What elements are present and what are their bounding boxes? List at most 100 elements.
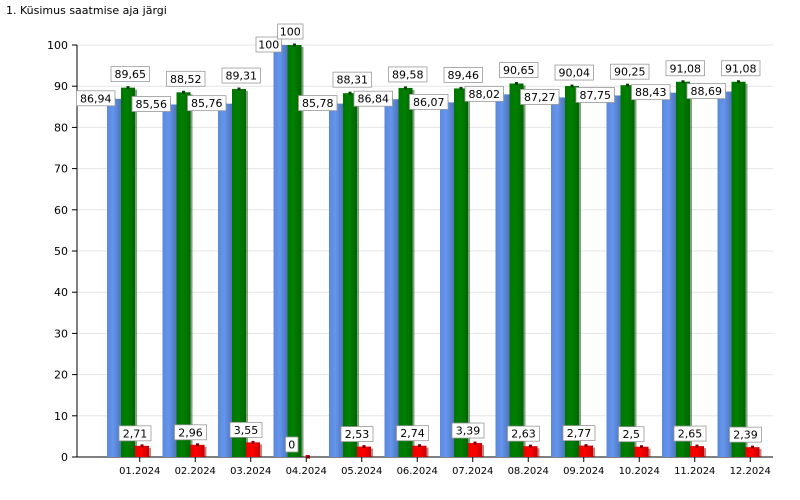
bar <box>121 87 135 457</box>
data-point <box>681 80 685 84</box>
data-point <box>404 86 407 90</box>
data-label: 90,25 <box>614 66 646 79</box>
data-label-box <box>575 87 615 103</box>
data-label: 89,31 <box>226 70 258 83</box>
data-label-box <box>507 425 540 442</box>
data-point <box>529 444 532 448</box>
data-point <box>626 83 629 87</box>
data-label-box <box>554 64 594 81</box>
bar-shadow <box>634 87 637 458</box>
y-tick-label: 30 <box>54 327 68 340</box>
bar-shadow <box>468 90 470 457</box>
data-point <box>348 91 352 95</box>
data-label: 90,04 <box>559 67 591 80</box>
y-tick-label: 40 <box>54 286 68 299</box>
data-label-box <box>499 62 539 78</box>
data-label-box <box>332 71 372 88</box>
y-tick-label: 50 <box>54 245 68 258</box>
chart-title: 1. Küsimus saatmise aja järgi <box>6 4 167 17</box>
bar-shadow <box>412 89 415 458</box>
data-label-box <box>451 422 485 439</box>
bar-shadow <box>426 447 429 457</box>
data-label-box <box>520 89 560 105</box>
data-label-box <box>673 425 707 442</box>
y-tick-label: 100 <box>47 39 68 52</box>
bar <box>412 445 427 457</box>
bar <box>287 45 302 457</box>
data-label-box <box>110 66 150 83</box>
bar-shadow <box>537 448 540 457</box>
data-point <box>140 444 144 448</box>
data-label: 2,63 <box>511 428 536 441</box>
x-tick-label: 11.2024 <box>674 466 715 477</box>
data-label-box <box>443 67 483 83</box>
data-point <box>570 84 574 88</box>
x-tick-label: 02.2024 <box>175 466 216 477</box>
x-tick-label: 10.2024 <box>619 466 660 477</box>
data-point <box>237 87 241 91</box>
bar <box>676 81 690 457</box>
data-label: 86,84 <box>358 93 390 106</box>
bar-shadow <box>190 94 193 457</box>
bar <box>495 94 510 457</box>
data-label-box <box>618 426 645 443</box>
data-label: 89,46 <box>448 69 480 82</box>
data-label: 88,43 <box>635 86 667 99</box>
data-label: 88,69 <box>691 85 723 98</box>
data-label: 86,94 <box>80 92 112 105</box>
data-point <box>584 444 588 448</box>
data-point <box>459 86 463 90</box>
bar-shadow <box>593 447 595 457</box>
bar <box>620 85 635 458</box>
y-tick-label: 70 <box>54 163 68 176</box>
bar-shadow <box>135 89 137 457</box>
x-tick-label: 08.2024 <box>508 466 549 477</box>
bar <box>384 99 399 457</box>
data-label-box <box>340 426 374 442</box>
data-label-box <box>409 93 449 110</box>
bar-shadow <box>648 448 651 457</box>
data-label-box <box>298 95 338 111</box>
data-label: 2,96 <box>178 426 203 439</box>
bar-shadow <box>745 83 748 457</box>
data-label-box <box>131 96 171 112</box>
bar <box>190 444 205 457</box>
data-label: 85,56 <box>136 98 168 111</box>
data-point <box>126 86 130 90</box>
data-point <box>751 445 754 449</box>
bar-shadow <box>357 95 359 457</box>
data-label: 0 <box>288 439 295 452</box>
bar <box>357 446 371 457</box>
data-point <box>473 441 477 445</box>
data-label-box <box>631 84 671 101</box>
data-label-box <box>118 425 152 442</box>
bar <box>232 89 246 458</box>
bar <box>246 442 260 457</box>
bar <box>523 446 538 457</box>
x-tick-label: 09.2024 <box>563 466 604 477</box>
data-point <box>515 82 518 86</box>
bar <box>662 92 676 458</box>
data-label-box <box>610 63 650 80</box>
data-label: 86,07 <box>413 96 445 109</box>
data-label: 89,65 <box>115 68 147 81</box>
bar <box>745 447 760 457</box>
bar <box>454 88 468 457</box>
bar-shadow <box>690 83 692 457</box>
data-label-box <box>562 425 596 441</box>
data-label-box <box>729 426 762 443</box>
data-label: 2,65 <box>678 428 703 441</box>
x-tick-label: 04.2024 <box>286 466 327 477</box>
data-label: 89,58 <box>392 68 424 81</box>
y-tick-label: 10 <box>54 410 68 423</box>
data-label: 3,55 <box>234 424 259 437</box>
data-point <box>362 445 366 449</box>
data-label-box <box>388 66 428 83</box>
x-tick-label: 06.2024 <box>397 466 438 477</box>
bar <box>343 93 357 457</box>
data-label-box <box>187 95 227 112</box>
data-point <box>293 43 296 47</box>
y-tick-label: 60 <box>54 204 68 217</box>
bar <box>398 87 413 458</box>
bar-shadow <box>579 88 581 457</box>
